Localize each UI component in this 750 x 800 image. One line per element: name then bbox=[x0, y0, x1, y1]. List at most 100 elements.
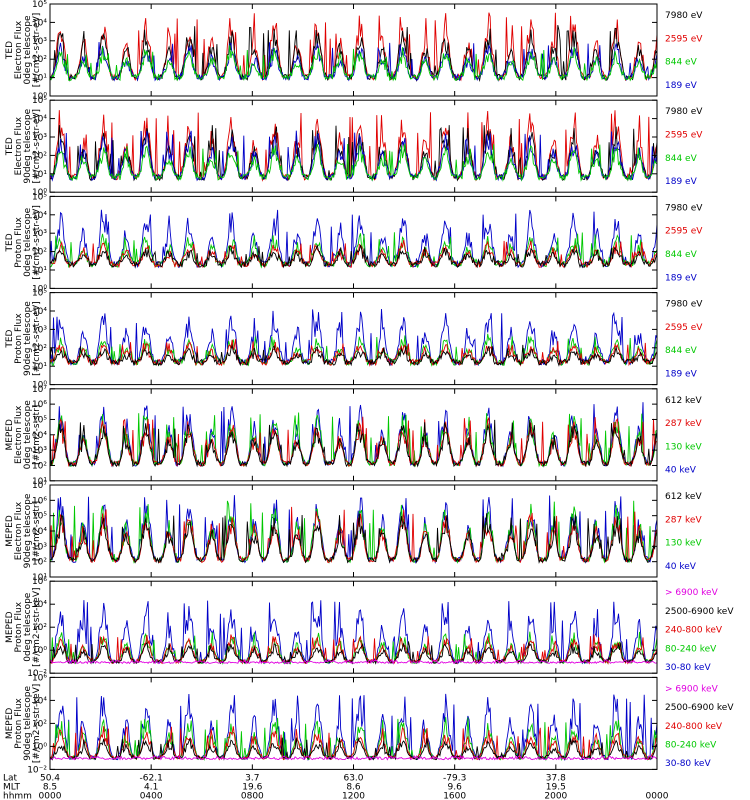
y-tick-label: 10⁵ bbox=[32, 512, 47, 522]
series-line-7-3 bbox=[49, 634, 658, 665]
y-tick-label: 10² bbox=[32, 623, 47, 633]
legend-entry: 2500-6900 keV bbox=[665, 607, 734, 617]
legend-entry: 2595 eV bbox=[665, 131, 703, 141]
y-tick-label: 10¹ bbox=[32, 74, 47, 84]
y-tick-label: 10⁵ bbox=[32, 192, 47, 202]
y-tick-label: 10⁴ bbox=[32, 431, 47, 441]
legend-entry: 189 eV bbox=[665, 370, 698, 380]
panel-4: 10⁰ 10¹ 10² 10³ 10⁴ 10⁵ TEDProton Flux90deg te… bbox=[5, 289, 703, 391]
x-tick-label: 19.6 bbox=[242, 782, 262, 792]
y-tick-label: 10⁷ bbox=[32, 385, 47, 395]
panel-6: 10¹ 10² 10³ 10⁴ 10⁵ 10⁶ 10⁷ MEPEDElectron Flux9… bbox=[5, 481, 702, 583]
x-tick-label: 0000 bbox=[646, 791, 669, 800]
x-tick-label: 1200 bbox=[342, 791, 365, 800]
y-tick-label: 10⁴ bbox=[32, 696, 47, 706]
legend-entry: 287 keV bbox=[665, 419, 702, 429]
legend-entry: 7980 eV bbox=[665, 11, 703, 21]
x-tick-label: 2000 bbox=[544, 791, 567, 800]
legend-entry: 189 eV bbox=[665, 81, 698, 91]
legend-entry: > 6900 keV bbox=[665, 684, 719, 694]
y-tick-label: 10² bbox=[32, 719, 47, 729]
x-tick-label: 8.5 bbox=[43, 782, 57, 792]
legend-entry: 612 keV bbox=[665, 396, 702, 406]
panel-3: 10⁰ 10¹ 10² 10³ 10⁴ 10⁵ TEDProton Flux0deg tel… bbox=[5, 192, 703, 294]
x-row-label: MLT bbox=[3, 782, 21, 792]
y-tick-label: 10⁴ bbox=[32, 18, 47, 28]
x-tick-label: 63.0 bbox=[343, 773, 363, 783]
series-line-1-3 bbox=[49, 45, 658, 82]
panel-frame bbox=[49, 388, 658, 482]
series-line-8-1 bbox=[49, 754, 658, 761]
legend-entry: 130 keV bbox=[665, 539, 702, 549]
panel-frame bbox=[49, 292, 658, 386]
y-tick-label: 10⁴ bbox=[32, 115, 47, 125]
y-axis-label: MEPEDElectron Flux90deg telescope[#/cm2-… bbox=[5, 493, 42, 568]
y-tick-label: 10³ bbox=[32, 37, 47, 47]
legend-entry: 844 eV bbox=[665, 58, 698, 68]
legend-entry: 240-800 keV bbox=[665, 722, 723, 732]
legend-entry: 2595 eV bbox=[665, 227, 703, 237]
legend-entry: 612 keV bbox=[665, 492, 702, 502]
x-tick-label: 37.8 bbox=[546, 773, 566, 783]
y-tick-label: 10³ bbox=[32, 133, 47, 143]
legend-entry: 844 eV bbox=[665, 250, 698, 260]
y-tick-label: 10⁶ bbox=[32, 673, 47, 683]
y-tick-label: 10⁴ bbox=[32, 527, 47, 537]
y-axis-label: TEDProton Flux0deg telescope[#/cm2-s-str… bbox=[5, 205, 42, 280]
y-tick-label: 10⁶ bbox=[32, 400, 47, 410]
x-tick-label: 19.5 bbox=[546, 782, 566, 792]
legend-entry: 7980 eV bbox=[665, 300, 703, 310]
series-line-1-2 bbox=[49, 12, 658, 82]
x-tick-label: -79.3 bbox=[443, 773, 466, 783]
y-tick-label: 10⁻² bbox=[27, 765, 47, 775]
legend-entry: 7980 eV bbox=[665, 107, 703, 117]
y-axis-label: TEDElectron Flux90deg telescope[#/cm2-s-… bbox=[5, 108, 42, 183]
x-tick-label: 9.6 bbox=[448, 782, 463, 792]
y-tick-label: 10³ bbox=[32, 446, 47, 456]
x-tick-label: 0000 bbox=[39, 791, 62, 800]
x-tick-label: 0800 bbox=[241, 791, 264, 800]
x-tick-label: 0400 bbox=[140, 791, 163, 800]
series-line-8-2 bbox=[49, 736, 658, 761]
y-tick-label: 10¹ bbox=[32, 477, 47, 487]
legend-entry: 130 keV bbox=[665, 442, 702, 452]
panel-2: 10⁰ 10¹ 10² 10³ 10⁴ 10⁵ TEDElectron Flux90deg … bbox=[5, 96, 703, 198]
series-line-4-4 bbox=[49, 308, 658, 367]
legend-entry: 240-800 keV bbox=[665, 626, 723, 636]
panel-1: 10⁰ 10¹ 10² 10³ 10⁴ 10⁵ TEDElectron Flux0deg t… bbox=[5, 0, 703, 102]
x-tick-label: 3.7 bbox=[245, 773, 259, 783]
y-tick-label: 10⁶ bbox=[32, 496, 47, 506]
legend-entry: 189 eV bbox=[665, 177, 698, 187]
y-tick-label: 10² bbox=[32, 55, 47, 65]
x-tick-label: -62.1 bbox=[140, 773, 163, 783]
y-tick-label: 10³ bbox=[32, 325, 47, 335]
legend-entry: 2500-6900 keV bbox=[665, 703, 734, 713]
series-line-3-1 bbox=[49, 244, 658, 269]
y-axis-label: MEPEDProton Flux0deg telescope[#/cm2-s-s… bbox=[5, 587, 42, 666]
series-line-7-1 bbox=[49, 658, 658, 665]
y-tick-label: 10⁰ bbox=[32, 188, 47, 198]
y-tick-label: 10⁵ bbox=[32, 96, 47, 106]
x-tick-label: 4.1 bbox=[144, 782, 158, 792]
legend-entry: 2595 eV bbox=[665, 34, 703, 44]
y-tick-label: 10² bbox=[32, 151, 47, 161]
y-tick-label: 10⁴ bbox=[32, 600, 47, 610]
y-tick-label: 10⁵ bbox=[32, 289, 47, 299]
y-tick-label: 10⁰ bbox=[32, 742, 47, 752]
y-tick-label: 10² bbox=[32, 461, 47, 471]
x-axis-annotation: LatMLThhmm202150.48.50000Nov 10-62.14.10… bbox=[3, 773, 669, 800]
series-line-2-4 bbox=[49, 130, 658, 182]
y-tick-label: 10³ bbox=[32, 542, 47, 552]
y-tick-label: 10⁴ bbox=[32, 211, 47, 221]
y-tick-label: 10⁵ bbox=[32, 415, 47, 425]
y-axis-label: MEPEDElectron Flux0deg telescope[#/cm2-s… bbox=[5, 400, 42, 470]
x-row-label: hhmm bbox=[3, 791, 32, 800]
series-line-6-2 bbox=[49, 506, 658, 564]
y-tick-label: 10⁵ bbox=[32, 0, 47, 10]
y-tick-label: 10¹ bbox=[32, 266, 47, 276]
series-line-4-1 bbox=[49, 343, 658, 367]
y-tick-label: 10⁰ bbox=[32, 646, 47, 656]
y-tick-label: 10⁰ bbox=[32, 284, 47, 294]
